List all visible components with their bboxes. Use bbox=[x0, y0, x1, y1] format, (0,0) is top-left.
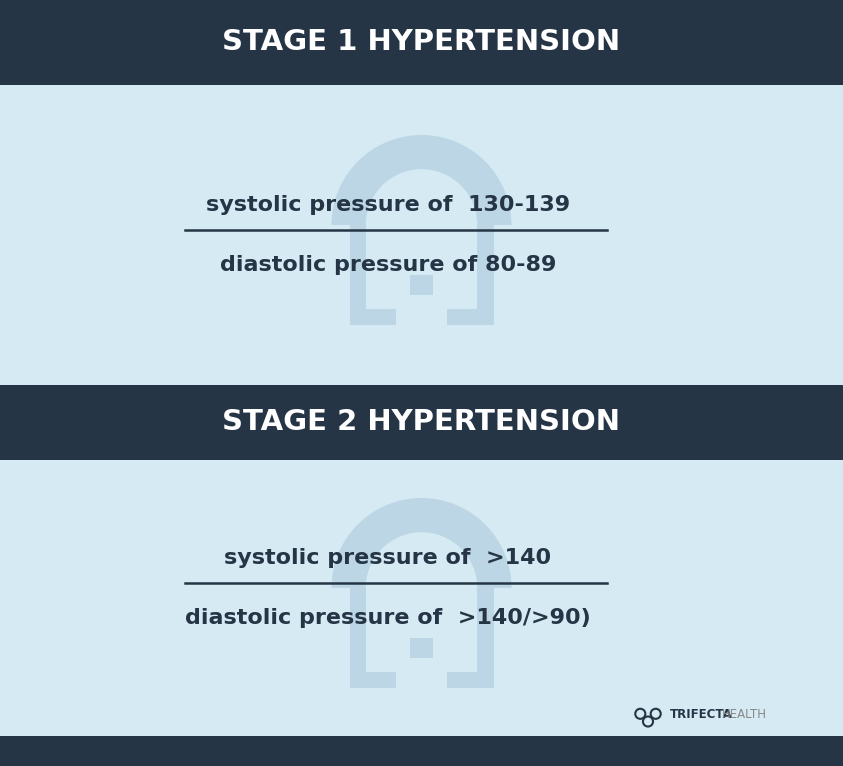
Text: STAGE 2 HYPERTENSION: STAGE 2 HYPERTENSION bbox=[223, 408, 620, 437]
Bar bbox=[366, 588, 477, 672]
Bar bbox=[396, 652, 447, 688]
Text: systolic pressure of  130-139: systolic pressure of 130-139 bbox=[206, 195, 570, 215]
Text: systolic pressure of  >140: systolic pressure of >140 bbox=[224, 548, 551, 568]
Bar bbox=[0, 0, 843, 85]
Bar bbox=[396, 289, 447, 325]
Bar bbox=[410, 275, 433, 295]
Text: STAGE 1 HYPERTENSION: STAGE 1 HYPERTENSION bbox=[223, 28, 620, 57]
Bar bbox=[410, 638, 433, 658]
Bar bbox=[0, 385, 843, 460]
Wedge shape bbox=[331, 135, 512, 225]
Text: TRIFECTA: TRIFECTA bbox=[670, 709, 733, 722]
Bar bbox=[0, 460, 843, 736]
Bar bbox=[350, 588, 493, 688]
Bar bbox=[0, 736, 843, 766]
Wedge shape bbox=[366, 169, 477, 225]
Wedge shape bbox=[366, 532, 477, 588]
Text: diastolic pressure of 80-89: diastolic pressure of 80-89 bbox=[219, 255, 556, 275]
Text: diastolic pressure of  >140/>90): diastolic pressure of >140/>90) bbox=[185, 608, 591, 628]
Wedge shape bbox=[331, 498, 512, 588]
Bar bbox=[0, 85, 843, 385]
Bar bbox=[366, 225, 477, 309]
Bar bbox=[350, 225, 493, 325]
Text: HEALTH: HEALTH bbox=[722, 709, 767, 722]
